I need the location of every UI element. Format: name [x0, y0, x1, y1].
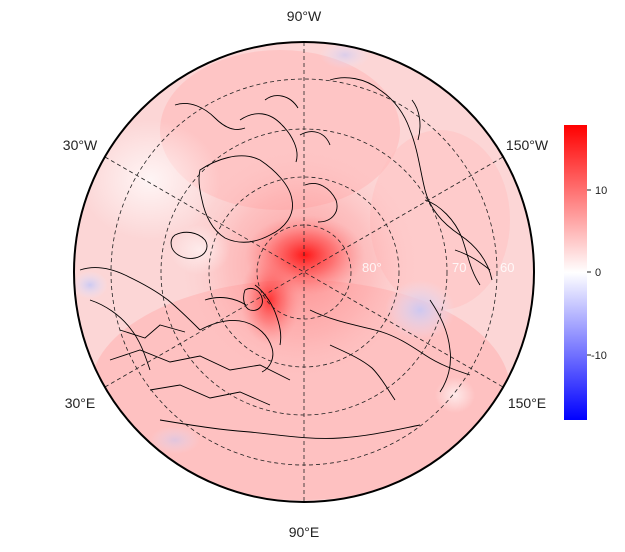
canadian-archipelago: [239, 95, 338, 223]
svalbard: [243, 287, 263, 311]
lon-150w-label: 150°W: [506, 137, 549, 153]
lat-80-label: 80°: [362, 260, 382, 275]
greenland-coast: [198, 155, 293, 243]
kamchatka-coast: [429, 299, 451, 393]
lon-90w-label: 90°W: [287, 8, 322, 24]
latitude-circle-80: [256, 224, 352, 320]
colorbar-label-neg10: -10: [591, 350, 607, 362]
lat-60-label: 60: [500, 260, 514, 275]
lat-70-label: 70: [452, 260, 466, 275]
lon-90e-label: 90°E: [289, 524, 320, 540]
siberia-coast: [309, 309, 471, 401]
colorbar-gradient: [564, 125, 587, 420]
lon-30e-label: 30°E: [65, 395, 96, 411]
lon-30w-label: 30°W: [63, 137, 98, 153]
temperature-field: [74, 42, 534, 502]
alaska-coast: [424, 199, 491, 286]
iceland: [170, 231, 208, 259]
colorbar-label-0: 0: [595, 267, 601, 279]
north-america-coast: [174, 77, 493, 281]
colorbar-label-10: 10: [595, 185, 607, 197]
colorbar: 10 0 -10: [564, 125, 607, 420]
europe-coast: [79, 267, 201, 371]
map-boundary: [73, 41, 535, 503]
graticule: [104, 42, 504, 502]
lon-150e-label: 150°E: [508, 395, 546, 411]
asia-interior-borders: [109, 324, 421, 439]
